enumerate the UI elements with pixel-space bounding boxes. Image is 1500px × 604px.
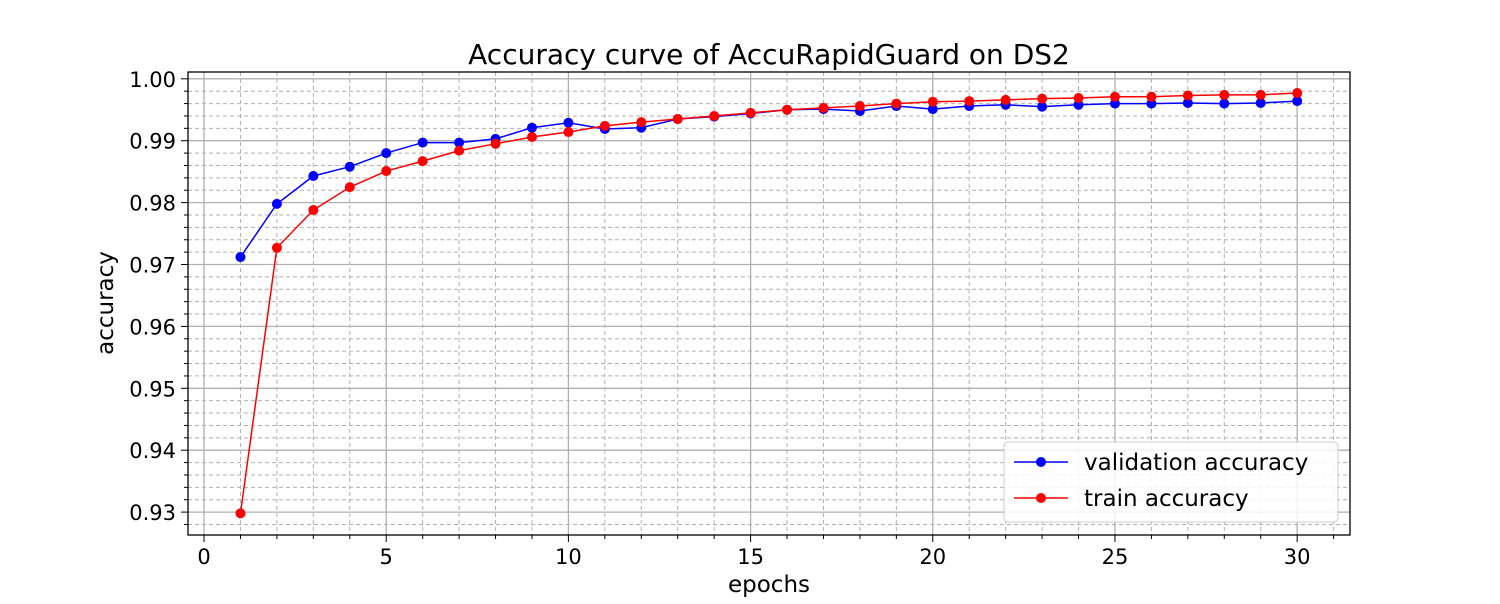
y-tick-label: 0.93 xyxy=(129,501,176,525)
y-tick-label: 0.98 xyxy=(129,192,176,216)
x-tick-label: 5 xyxy=(380,545,393,569)
x-tick-label: 25 xyxy=(1102,545,1129,569)
data-point xyxy=(563,117,574,128)
data-point xyxy=(927,96,938,107)
data-point xyxy=(1219,98,1230,109)
data-point xyxy=(636,117,647,128)
data-point xyxy=(381,166,392,177)
legend-marker xyxy=(1036,457,1046,467)
data-point xyxy=(745,107,756,118)
legend-box xyxy=(1003,441,1339,523)
legend-label: train accuracy xyxy=(1084,486,1249,512)
y-tick-label: 0.96 xyxy=(129,315,176,339)
legend-marker xyxy=(1036,493,1046,503)
data-point xyxy=(1182,90,1193,101)
y-axis-label: accuracy xyxy=(93,251,119,355)
data-point xyxy=(344,182,355,193)
data-point xyxy=(563,127,574,138)
data-point xyxy=(235,508,246,519)
x-tick-label: 0 xyxy=(197,545,210,569)
data-point xyxy=(599,120,610,131)
data-point xyxy=(1292,88,1303,99)
legend: validation accuracy train accuracy xyxy=(1003,441,1339,523)
data-point xyxy=(235,252,246,263)
data-point xyxy=(526,122,537,133)
data-point xyxy=(891,98,902,109)
x-tick-label: 10 xyxy=(555,545,582,569)
series-group xyxy=(235,88,1303,519)
x-tick-label: 20 xyxy=(919,545,946,569)
data-point xyxy=(344,161,355,172)
y-tick-label: 0.99 xyxy=(129,130,176,154)
y-tick-label: 0.95 xyxy=(129,377,176,401)
data-point xyxy=(1037,101,1048,112)
data-point xyxy=(927,104,938,115)
series-line xyxy=(239,100,1298,258)
data-point xyxy=(1182,97,1193,108)
legend-label: validation accuracy xyxy=(1084,450,1308,476)
data-point xyxy=(964,96,975,107)
data-point xyxy=(1219,89,1230,100)
data-point xyxy=(1109,91,1120,102)
data-point xyxy=(854,101,865,112)
data-point xyxy=(454,137,465,148)
chart-title: Accuracy curve of AccuRapidGuard on DS2 xyxy=(468,38,1070,71)
data-point xyxy=(1292,96,1303,107)
data-point xyxy=(782,104,793,115)
x-axis-label: epochs xyxy=(728,572,810,598)
data-point xyxy=(1146,91,1157,102)
x-tick-label: 15 xyxy=(737,545,764,569)
axis-ticks: 0 5 10 15 20 25 30 0.93 0.94 0.95 0.96 0.97 0.98 0.99… xyxy=(129,68,1335,569)
data-point xyxy=(818,102,829,113)
data-point xyxy=(417,137,428,148)
y-tick-label: 0.94 xyxy=(129,439,176,463)
plot-frame xyxy=(187,71,1351,536)
y-tick-label: 1.00 xyxy=(129,68,176,92)
data-point xyxy=(454,145,465,156)
data-point xyxy=(271,242,282,253)
x-tick-label: 30 xyxy=(1284,545,1311,569)
data-point xyxy=(1255,97,1266,108)
data-point xyxy=(308,170,319,181)
data-point xyxy=(417,156,428,167)
data-point xyxy=(490,138,501,149)
data-point xyxy=(709,110,720,121)
data-point xyxy=(381,148,392,159)
data-point xyxy=(1073,92,1084,103)
series-line xyxy=(239,92,1298,514)
data-point xyxy=(1255,89,1266,100)
data-point xyxy=(271,198,282,209)
data-point xyxy=(672,114,683,125)
data-point xyxy=(1037,93,1048,104)
data-point xyxy=(526,131,537,142)
data-point xyxy=(308,205,319,216)
data-point xyxy=(1000,94,1011,105)
y-tick-label: 0.97 xyxy=(129,254,176,278)
